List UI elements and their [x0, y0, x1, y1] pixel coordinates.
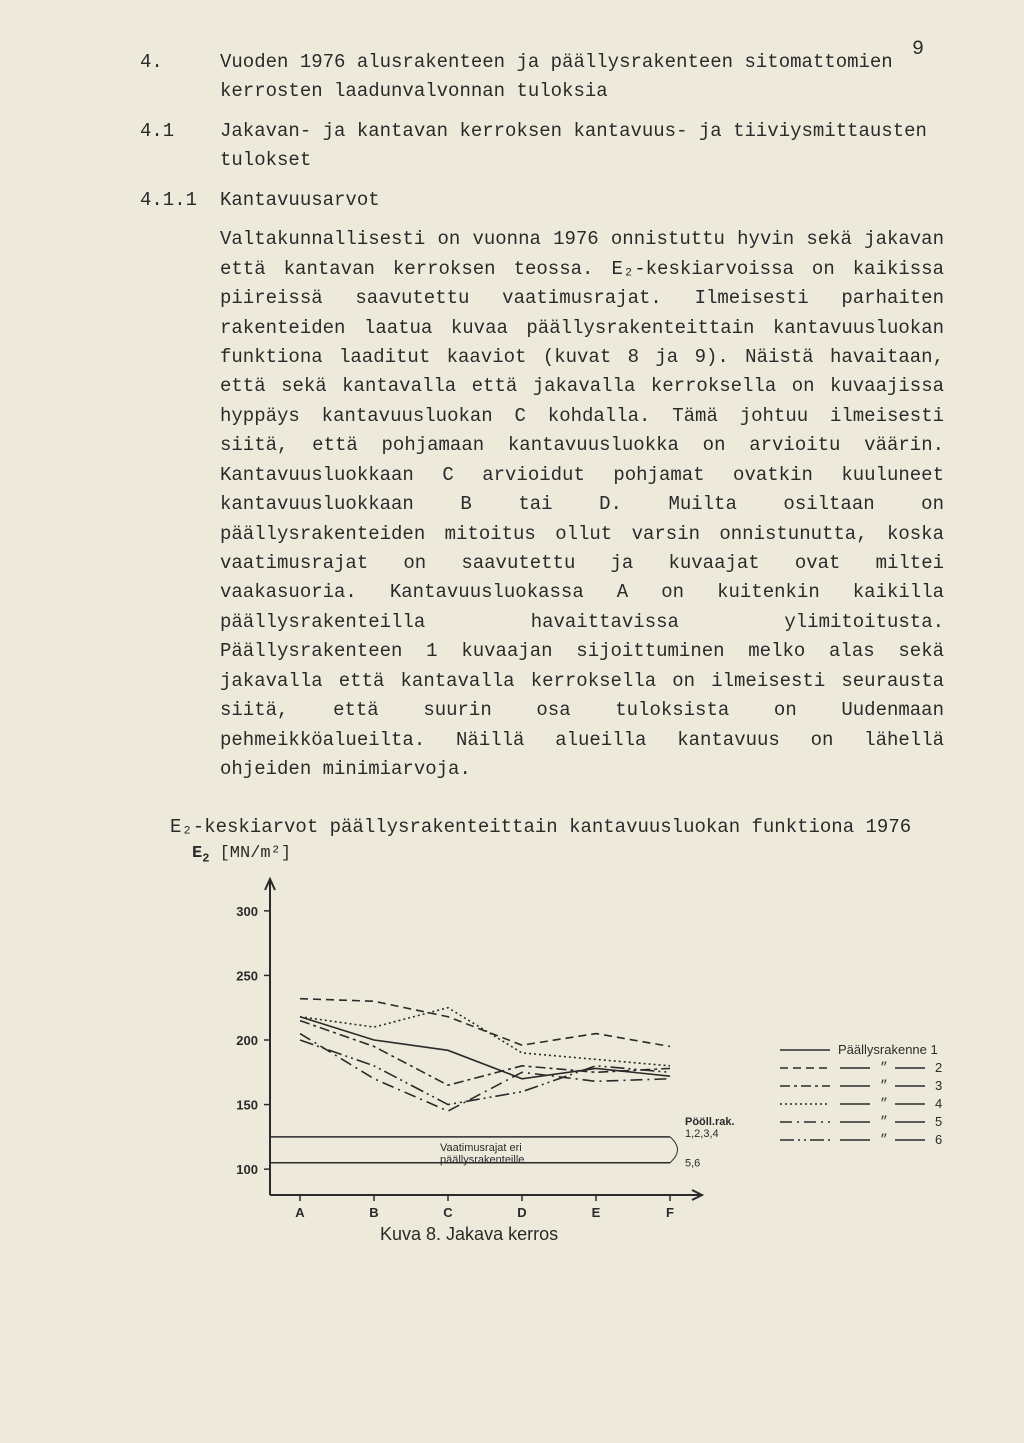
section-title: Kantavuusarvot: [220, 186, 944, 215]
svg-text:F: F: [666, 1205, 674, 1220]
section-number: 4.1.1: [140, 186, 220, 215]
svg-text:Kuva 8. Jakava kerros: Kuva 8. Jakava kerros: [380, 1224, 558, 1244]
body-paragraph: Valtakunnallisesti on vuonna 1976 onnist…: [220, 225, 944, 784]
svg-text:250: 250: [236, 969, 258, 984]
svg-text:״: ״: [880, 1078, 888, 1093]
section-title: Jakavan- ja kantavan kerroksen kantavuus…: [220, 117, 944, 176]
section-4-1: 4.1 Jakavan- ja kantavan kerroksen kanta…: [140, 117, 944, 176]
svg-text:״: ״: [880, 1132, 888, 1147]
section-4-1-1: 4.1.1 Kantavuusarvot: [140, 186, 944, 215]
section-title: Vuoden 1976 alusrakenteen ja päällysrake…: [220, 48, 944, 107]
svg-text:E: E: [592, 1205, 601, 1220]
page-number: 9: [912, 38, 924, 61]
svg-text:Pööll.rak.: Pööll.rak.: [685, 1116, 735, 1128]
svg-text:Vaatimusrajat eri: Vaatimusrajat eri: [440, 1142, 522, 1154]
svg-text:6: 6: [935, 1132, 942, 1147]
svg-text:4: 4: [935, 1096, 942, 1111]
line-chart: 100 150 200 250 300 A B C D E F Vaatimusrajat eripä…: [210, 875, 1024, 1255]
svg-text:״: ״: [880, 1060, 888, 1075]
section-number: 4.1: [140, 117, 220, 176]
section-number: 4.: [140, 48, 220, 107]
page-container: 9 4. Vuoden 1976 alusrakenteen ja päälly…: [0, 0, 1024, 1443]
svg-text:5,6: 5,6: [685, 1158, 700, 1170]
svg-text:B: B: [369, 1205, 378, 1220]
svg-text:A: A: [295, 1205, 305, 1220]
svg-text:3: 3: [935, 1078, 942, 1093]
svg-text:150: 150: [236, 1098, 258, 1113]
svg-text:D: D: [517, 1205, 526, 1220]
section-4: 4. Vuoden 1976 alusrakenteen ja päällysr…: [140, 48, 944, 107]
svg-text:C: C: [443, 1205, 453, 1220]
svg-text:2: 2: [935, 1060, 942, 1075]
chart-container: 100 150 200 250 300 A B C D E F Vaatimusrajat eripä…: [210, 875, 944, 1260]
svg-text:״: ״: [880, 1096, 888, 1111]
svg-text:5: 5: [935, 1114, 942, 1129]
chart-y-axis-label: E2 [MN/m²]: [192, 844, 944, 865]
svg-text:100: 100: [236, 1162, 258, 1177]
svg-text:״: ״: [880, 1114, 888, 1129]
chart-title: E₂-keskiarvot päällysrakenteittain kanta…: [170, 813, 944, 842]
svg-text:päällysrakenteille: päällysrakenteille: [440, 1154, 524, 1166]
svg-text:1,2,3,4: 1,2,3,4: [685, 1128, 719, 1140]
svg-text:200: 200: [236, 1033, 258, 1048]
svg-text:300: 300: [236, 904, 258, 919]
svg-text:Päällysrakenne 1: Päällysrakenne 1: [838, 1042, 938, 1057]
